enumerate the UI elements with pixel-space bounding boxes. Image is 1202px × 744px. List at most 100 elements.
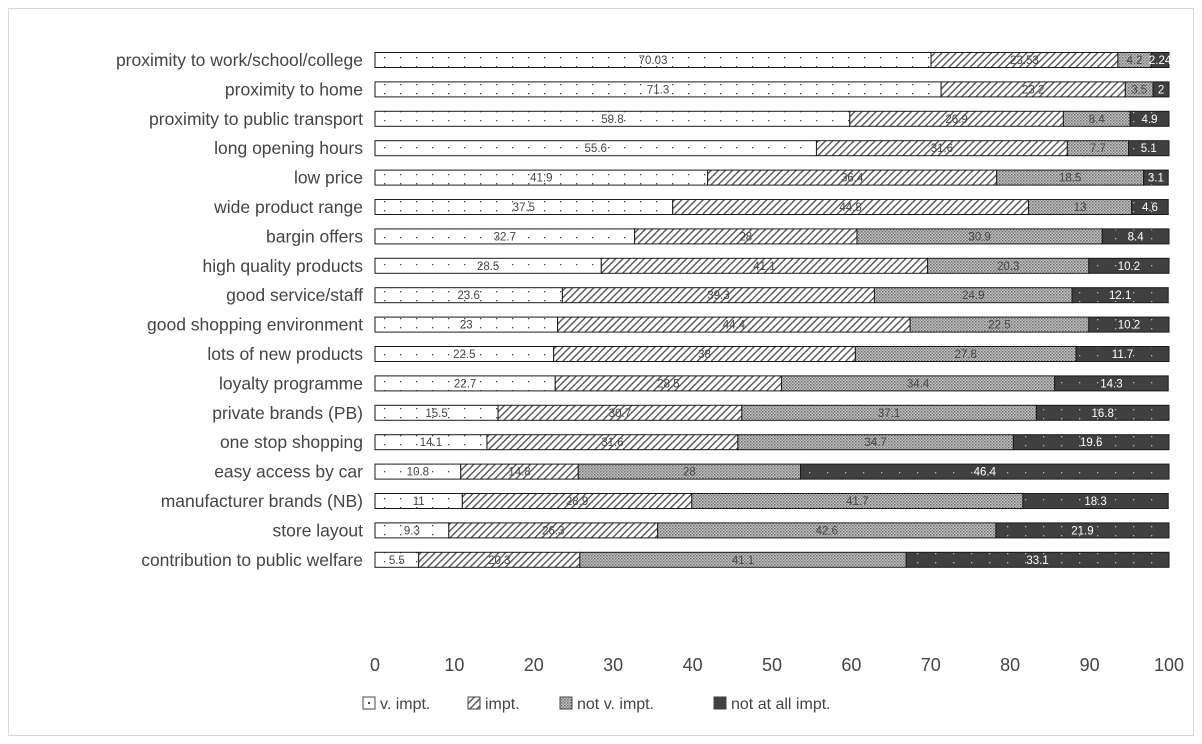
legend-label-v-impt: v. impt.	[380, 696, 430, 713]
category-label-good-shopping-environment: good shopping environment	[147, 315, 363, 335]
data-label-impt-long-opening-hours: 31.6	[931, 143, 953, 155]
data-label-not-v-impt-proximity-to-work-school-college: 4.2	[1127, 55, 1143, 67]
bar-not-at-all-impt-lots-of-new-products	[1075, 346, 1170, 362]
data-label-v-impt-good-service-staff: 23.6	[457, 290, 479, 302]
bar-not-at-all-impt-store-layout	[995, 522, 1170, 539]
x-tick-label-10: 10	[444, 655, 464, 675]
data-label-not-v-impt-loyalty-programme: 34.4	[907, 378, 930, 390]
chart-frame: proximity to work/school/college 70.03 23.…	[8, 8, 1194, 736]
bar-not-at-all-impt-high-quality-products	[1088, 257, 1170, 274]
bar-not-at-all-impt-good-shopping-environment	[1088, 316, 1170, 333]
data-label-not-v-impt-wide-product-range: 13	[1074, 202, 1087, 214]
category-label-one-stop-shopping: one stop shopping	[220, 432, 363, 452]
data-label-impt-proximity-to-home: 23.2	[1022, 84, 1044, 96]
data-label-not-v-impt-proximity-to-public-transport: 8.4	[1089, 114, 1106, 126]
x-tick-label-90: 90	[1080, 655, 1100, 675]
data-label-v-impt-private-brands-pb: 15.5	[425, 408, 447, 420]
category-label-private-brands-pb: private brands (PB)	[212, 403, 363, 423]
data-label-impt-bargin-offers: 28	[739, 231, 752, 243]
x-axis: 0 10 20 30 40 50 60 70 80 90 100	[370, 655, 1184, 675]
data-label-not-at-all-impt-lots-of-new-products: 11.7	[1112, 349, 1134, 361]
category-label-lots-of-new-products: lots of new products	[207, 344, 363, 364]
legend-label-not-v-impt: not v. impt.	[577, 696, 654, 713]
data-label-not-at-all-impt-store-layout: 21.9	[1071, 525, 1093, 537]
data-label-v-impt-contribution-to-public-welfare: 5.5	[389, 555, 405, 567]
category-label-easy-access-by-car: easy access by car	[214, 462, 363, 482]
data-label-not-at-all-impt-good-shopping-environment: 10.2	[1118, 320, 1140, 332]
category-label-proximity-to-public-transport: proximity to public transport	[149, 109, 363, 129]
data-label-not-v-impt-store-layout: 42.6	[816, 525, 838, 537]
data-label-not-at-all-impt-loyalty-programme: 14.3	[1100, 378, 1122, 390]
category-label-manufacturer-brands-nb: manufacturer brands (NB)	[161, 491, 363, 511]
category-label-good-service-staff: good service/staff	[226, 285, 363, 305]
legend-label-impt: impt.	[485, 696, 520, 713]
data-label-not-v-impt-contribution-to-public-welfare: 41.1	[732, 555, 754, 567]
category-label-long-opening-hours: long opening hours	[214, 138, 363, 158]
x-tick-label-80: 80	[1000, 655, 1020, 675]
legend-swatch-not-v-impt	[559, 696, 573, 710]
data-label-not-v-impt-private-brands-pb: 37.1	[878, 408, 900, 420]
data-label-v-impt-manufacturer-brands-nb: 11	[413, 496, 425, 508]
category-label-proximity-to-home: proximity to home	[225, 79, 363, 99]
x-tick-label-30: 30	[603, 655, 623, 675]
bar-not-at-all-impt-proximity-to-work-school-college	[1150, 52, 1170, 68]
bar-not-at-all-impt-wide-product-range	[1131, 199, 1169, 215]
data-label-not-at-all-impt-low-price: 3.1	[1148, 173, 1164, 185]
data-label-not-at-all-impt-proximity-to-public-transport: 4.9	[1142, 114, 1158, 126]
data-label-not-v-impt-good-service-staff: 24.9	[962, 290, 984, 302]
data-label-impt-contribution-to-public-welfare: 20.3	[488, 555, 510, 567]
data-label-impt-private-brands-pb: 30.7	[609, 408, 631, 420]
legend-swatch-not-at-all-impt	[713, 696, 727, 710]
stacked-bar-chart: proximity to work/school/college 70.03 23.…	[116, 50, 1184, 713]
data-label-v-impt-wide-product-range: 37.5	[513, 202, 535, 214]
legend-swatch-dot	[368, 702, 370, 704]
data-label-impt-manufacturer-brands-nb: 28.9	[566, 496, 588, 508]
data-label-not-at-all-impt-manufacturer-brands-nb: 18.3	[1084, 496, 1106, 508]
bar-not-at-all-impt-manufacturer-brands-nb	[1022, 493, 1169, 509]
data-label-not-at-all-impt-wide-product-range: 4.6	[1142, 202, 1158, 214]
data-label-not-v-impt-high-quality-products: 20.3	[997, 261, 1019, 273]
data-label-impt-store-layout: 26.3	[542, 525, 564, 537]
data-label-v-impt-easy-access-by-car: 10.8	[407, 467, 429, 479]
data-label-not-at-all-impt-contribution-to-public-welfare: 33.1	[1026, 555, 1048, 567]
legend-swatch-impt	[467, 696, 481, 710]
data-label-not-v-impt-proximity-to-home: 3.5	[1131, 84, 1147, 96]
bar-not-at-all-impt-long-opening-hours	[1128, 140, 1170, 157]
x-tick-label-70: 70	[921, 655, 941, 675]
data-label-impt-proximity-to-public-transport: 26.9	[945, 114, 967, 126]
bar-not-at-all-impt-easy-access-by-car	[800, 463, 1170, 480]
data-label-not-v-impt-low-price: 18.5	[1059, 173, 1081, 185]
x-tick-label-0: 0	[370, 655, 380, 675]
x-tick-label-20: 20	[524, 655, 544, 675]
bar-not-at-all-impt-one-stop-shopping	[1012, 434, 1170, 451]
data-label-v-impt-bargin-offers: 32.7	[494, 231, 516, 243]
x-tick-label-100: 100	[1154, 655, 1184, 675]
data-label-not-at-all-impt-easy-access-by-car: 46.4	[974, 467, 997, 479]
data-label-not-at-all-impt-high-quality-products: 10.2	[1118, 261, 1140, 273]
category-label-wide-product-range: wide product range	[213, 197, 363, 217]
x-tick-label-40: 40	[683, 655, 703, 675]
category-label-store-layout: store layout	[273, 520, 364, 540]
data-label-not-at-all-impt-bargin-offers: 8.4	[1128, 231, 1145, 243]
data-label-not-v-impt-bargin-offers: 30.9	[968, 231, 990, 243]
data-label-not-v-impt-lots-of-new-products: 27.8	[955, 349, 977, 361]
bar-not-at-all-impt-bargin-offers	[1101, 228, 1170, 245]
data-label-not-at-all-impt-private-brands-pb: 16.8	[1092, 408, 1114, 420]
data-label-impt-loyalty-programme: 28.5	[657, 378, 679, 390]
data-label-v-impt-proximity-to-public-transport: 59.8	[601, 114, 623, 126]
data-label-v-impt-loyalty-programme: 22.7	[454, 378, 476, 390]
category-label-high-quality-products: high quality products	[202, 256, 363, 276]
data-label-v-impt-store-layout: 9.3	[404, 525, 420, 537]
data-label-impt-easy-access-by-car: 14.8	[508, 467, 530, 479]
data-label-not-v-impt-long-opening-hours: 7.7	[1090, 143, 1106, 155]
data-label-impt-wide-product-range: 44.8	[839, 202, 861, 214]
category-label-proximity-to-work-school-college: proximity to work/school/college	[116, 50, 363, 70]
data-label-not-v-impt-one-stop-shopping: 34.7	[864, 437, 886, 449]
data-label-impt-proximity-to-work-school-college: 23.53	[1010, 55, 1039, 67]
labels-layer: proximity to work/school/college 70.03 23.…	[116, 50, 1172, 570]
data-label-impt-one-stop-shopping: 31.6	[601, 437, 623, 449]
bar-not-at-all-impt-contribution-to-public-welfare	[905, 551, 1170, 568]
data-label-not-at-all-impt-long-opening-hours: 5.1	[1141, 143, 1157, 155]
legend: v. impt. impt. not v. impt. not at all impt…	[362, 696, 831, 713]
data-label-v-impt-high-quality-products: 28.5	[477, 261, 499, 273]
